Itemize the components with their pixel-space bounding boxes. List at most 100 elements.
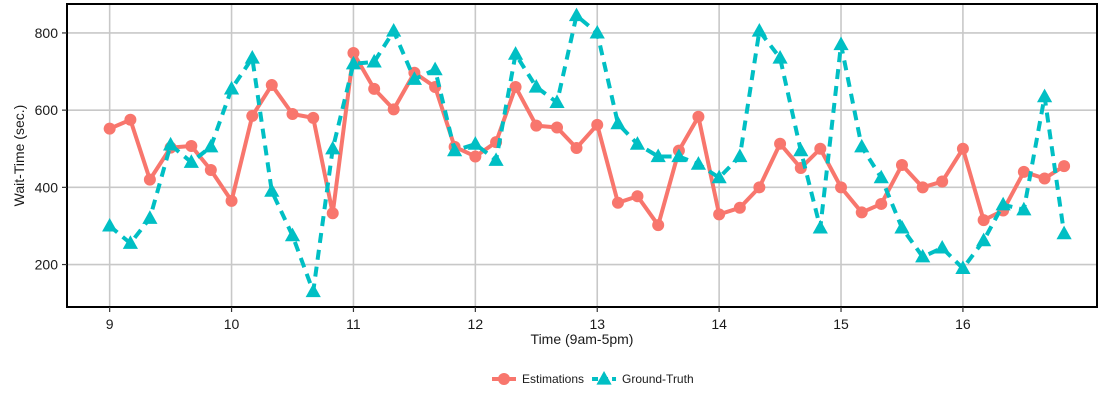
y-axis-title: Wait-Time (sec.): [11, 105, 27, 207]
data-point-estimations: [551, 121, 564, 134]
data-point-estimations: [185, 140, 198, 153]
data-point-estimations: [326, 207, 339, 220]
data-point-estimations: [631, 190, 644, 203]
series-layer: [102, 7, 1072, 298]
data-point-estimations: [611, 196, 624, 209]
y-tick-label: 600: [35, 102, 59, 118]
data-point-ground-truth: [406, 71, 422, 85]
data-point-estimations: [347, 47, 360, 60]
data-point-ground-truth: [1056, 225, 1072, 240]
grid: [67, 4, 1097, 307]
data-point-estimations: [509, 80, 522, 93]
data-point-estimations: [652, 219, 665, 232]
data-point-estimations: [895, 158, 908, 171]
data-point-estimations: [307, 111, 320, 124]
data-point-ground-truth: [671, 148, 687, 163]
data-point-estimations: [265, 79, 278, 92]
series-ground-truth: [102, 7, 1072, 298]
x-tick-label: 16: [955, 316, 971, 332]
data-point-estimations: [286, 108, 299, 121]
data-point-ground-truth: [507, 46, 524, 60]
data-point-ground-truth: [772, 50, 788, 64]
x-tick-label: 15: [833, 316, 849, 332]
legend-item-estimations: Estimations: [492, 372, 584, 386]
y-tick-label: 400: [35, 179, 59, 195]
data-point-ground-truth: [142, 210, 158, 224]
data-point-ground-truth: [163, 136, 179, 151]
data-point-ground-truth: [812, 219, 828, 234]
axes: 9 10 11 12 13 14 15 16 200 400 600 800: [35, 25, 971, 332]
data-point-ground-truth: [122, 235, 138, 249]
data-point-ground-truth: [955, 260, 971, 275]
data-point-estimations: [977, 214, 990, 227]
data-point-estimations: [855, 206, 868, 219]
data-point-ground-truth: [854, 138, 870, 153]
data-point-estimations: [692, 110, 705, 123]
x-tick-label: 13: [589, 316, 605, 332]
data-point-ground-truth: [183, 154, 199, 168]
data-point-ground-truth: [223, 80, 240, 95]
data-point-ground-truth: [102, 217, 118, 232]
y-tick-label: 200: [35, 257, 59, 273]
data-point-estimations: [204, 163, 217, 176]
data-point-ground-truth: [833, 36, 849, 51]
data-point-estimations: [246, 109, 259, 122]
data-point-ground-truth: [976, 232, 992, 247]
data-point-estimations: [124, 113, 137, 126]
data-point-ground-truth: [732, 148, 748, 163]
data-point-estimations: [143, 173, 156, 186]
data-point-ground-truth: [549, 94, 565, 109]
series-estimations: [103, 47, 1071, 232]
data-point-ground-truth: [366, 53, 382, 68]
data-point-ground-truth: [345, 55, 362, 70]
data-point-estimations: [1038, 172, 1051, 185]
data-point-estimations: [387, 103, 400, 116]
data-point-estimations: [733, 201, 746, 214]
data-point-estimations: [814, 142, 827, 155]
x-tick-label: 12: [468, 316, 484, 332]
data-point-ground-truth: [427, 61, 443, 76]
data-point-estimations: [875, 197, 888, 210]
data-point-ground-truth: [629, 136, 646, 150]
data-point-estimations: [225, 194, 238, 207]
data-point-ground-truth: [1016, 201, 1032, 216]
data-point-ground-truth: [589, 24, 605, 39]
x-tick-label: 11: [346, 316, 361, 332]
data-point-ground-truth: [995, 196, 1011, 211]
data-point-ground-truth: [203, 138, 219, 153]
data-point-estimations: [530, 119, 543, 132]
data-point-estimations: [591, 118, 604, 131]
legend-key-marker-ground-truth: [596, 371, 612, 385]
x-tick-label: 9: [106, 316, 114, 332]
data-point-ground-truth: [386, 23, 402, 37]
data-point-ground-truth: [528, 78, 544, 93]
data-point-ground-truth: [488, 152, 504, 166]
data-point-ground-truth: [934, 239, 950, 254]
data-point-estimations: [713, 208, 726, 221]
data-point-estimations: [936, 175, 949, 188]
data-point-ground-truth: [873, 169, 889, 184]
data-point-estimations: [368, 82, 381, 95]
plot-frame: [66, 3, 1098, 308]
data-point-ground-truth: [1036, 88, 1053, 103]
data-point-ground-truth: [467, 136, 483, 150]
legend: Estimations Ground-Truth: [492, 371, 694, 386]
data-point-ground-truth: [244, 50, 260, 64]
legend-item-ground-truth: Ground-Truth: [592, 371, 694, 386]
y-tick-label: 800: [35, 25, 59, 41]
data-point-estimations: [956, 142, 969, 155]
data-point-estimations: [1058, 160, 1071, 173]
data-point-ground-truth: [711, 169, 727, 184]
data-point-ground-truth: [650, 148, 666, 163]
data-point-estimations: [774, 137, 787, 150]
data-point-estimations: [570, 141, 583, 154]
series-line-ground-truth: [108, 13, 1067, 294]
x-axis-title: Time (9am-5pm): [531, 331, 634, 347]
data-point-ground-truth: [751, 23, 767, 37]
data-point-ground-truth: [915, 248, 931, 263]
x-tick-label: 10: [224, 316, 240, 332]
legend-label-estimations: Estimations: [522, 372, 584, 386]
data-point-ground-truth: [690, 156, 707, 170]
data-point-ground-truth: [325, 140, 341, 155]
